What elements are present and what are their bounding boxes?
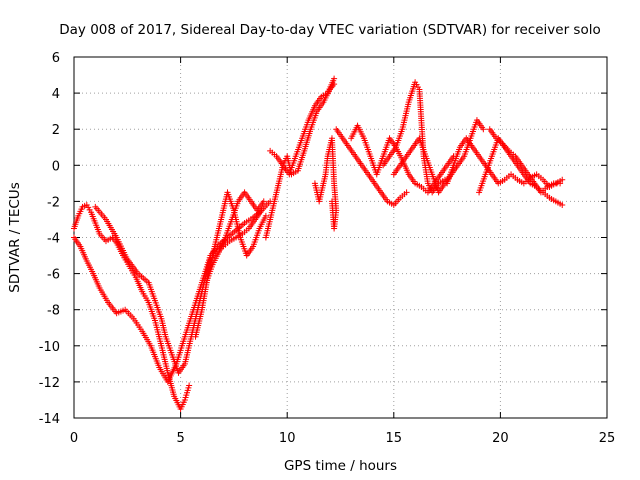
y-tick-labels: -14 -12 -10 -8 -6 -4 -2 0 2 4 6 — [39, 51, 60, 427]
data-point — [559, 202, 566, 209]
x-tick-label: 5 — [176, 431, 184, 446]
chart-title: Day 008 of 2017, Sidereal Day-to-day VTE… — [59, 22, 600, 38]
data-point — [186, 382, 193, 389]
data-point — [260, 198, 267, 205]
y-tick-label: -14 — [39, 412, 60, 427]
data-point — [331, 75, 338, 82]
x-tick-label: 0 — [70, 431, 78, 446]
x-tick-labels: 0 5 10 15 20 25 — [70, 431, 615, 446]
y-axis-label: SDTVAR / TECUs — [7, 182, 23, 292]
y-tick-label: 0 — [52, 159, 60, 174]
y-tick-label: -6 — [47, 268, 60, 283]
data-point — [262, 212, 269, 219]
plot-border — [73, 56, 608, 419]
data-points — [71, 75, 566, 412]
x-tick-label: 20 — [492, 431, 509, 446]
y-tick-label: -8 — [47, 304, 60, 319]
y-tick-label: -4 — [47, 232, 60, 247]
x-tick-label: 15 — [386, 431, 403, 446]
y-tick-label: 2 — [52, 123, 60, 138]
x-tick-label: 10 — [279, 431, 296, 446]
y-tick-label: 4 — [52, 87, 60, 102]
y-tick-label: -10 — [39, 340, 60, 355]
x-axis-label: GPS time / hours — [284, 458, 397, 474]
data-point — [559, 176, 566, 183]
data-point — [328, 198, 335, 205]
data-point — [480, 126, 487, 133]
y-tick-label: -2 — [47, 195, 60, 210]
grid-lines — [74, 57, 607, 418]
data-point — [557, 180, 564, 187]
x-tick-label: 25 — [599, 431, 616, 446]
plot-frame — [73, 56, 608, 419]
data-point — [403, 189, 410, 196]
y-tick-label: 6 — [52, 51, 60, 66]
y-tick-label: -12 — [39, 376, 60, 391]
